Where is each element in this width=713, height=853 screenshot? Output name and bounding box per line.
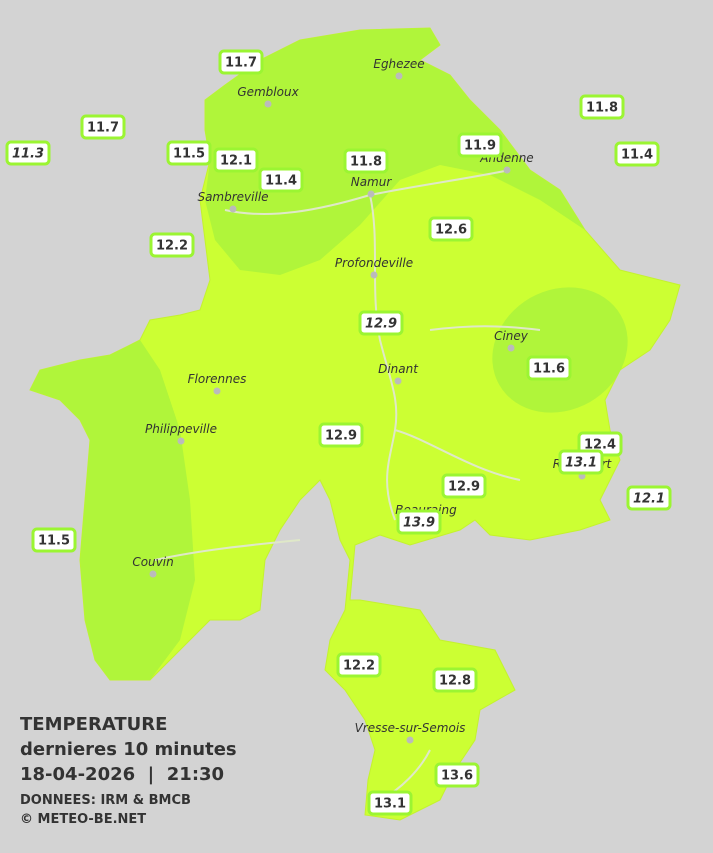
station-box [367, 790, 413, 816]
station-box [432, 667, 478, 693]
station-box [457, 132, 503, 158]
city-dot [406, 736, 414, 744]
city-name: Namur [351, 175, 393, 189]
station-box [626, 485, 672, 511]
station-temp: 12.1 [220, 154, 252, 169]
station-temp: 11.6 [533, 362, 565, 377]
station-temp: 12.2 [343, 659, 375, 674]
city-dot [394, 377, 402, 385]
legend-subtitle: dernieres 10 minutes [20, 739, 237, 760]
city-dot [229, 205, 237, 213]
station-temp: 12.4 [584, 438, 616, 453]
station-box [343, 148, 389, 174]
city-dot [149, 570, 157, 578]
city-name: Dinant [378, 362, 419, 376]
station-temp: 11.4 [621, 148, 653, 163]
station-box [318, 422, 364, 448]
station-box [336, 652, 382, 678]
station-box [31, 527, 77, 553]
station-temp: 11.5 [173, 147, 205, 162]
station-temp: 12.2 [156, 239, 188, 254]
station-temp: 12.8 [439, 674, 471, 689]
station-temp: 12.1 [633, 492, 665, 507]
station-box [441, 473, 487, 499]
zone-north [205, 28, 585, 275]
station-temp: 11.3 [12, 147, 44, 162]
station-box [428, 216, 474, 242]
station-temp: 12.9 [325, 429, 357, 444]
station-temp: 13.6 [441, 769, 473, 784]
station-temp: 13.1 [565, 456, 597, 471]
station-temp: 12.6 [435, 223, 467, 238]
station-temp: 11.8 [350, 155, 382, 170]
station-temp: 11.9 [464, 139, 496, 154]
city-name: Ciney [494, 329, 529, 343]
city-dot [503, 166, 511, 174]
station-box [5, 140, 51, 166]
city-dot [367, 190, 375, 198]
station-box [614, 141, 660, 167]
zone-west [30, 340, 195, 680]
city-dot [370, 271, 378, 279]
city-name: Eghezee [373, 57, 424, 71]
station-box [396, 509, 442, 535]
station-temp: 11.5 [38, 534, 70, 549]
city-name: Couvin [132, 555, 173, 569]
station-temp: 11.7 [225, 56, 257, 71]
legend-source: DONNEES: IRM & BMCB [20, 793, 191, 808]
city-name: Profondeville [335, 256, 413, 270]
legend-datetime: 18-04-2026 | 21:30 [20, 764, 224, 785]
station-box [526, 355, 572, 381]
station-box [558, 449, 604, 475]
station-temp: 13.9 [403, 516, 435, 531]
city-name: Vresse-sur-Semois [355, 721, 466, 735]
city-dot [177, 437, 185, 445]
station-temp: 12.9 [448, 480, 480, 495]
station-box [218, 49, 264, 75]
station-box [579, 94, 625, 120]
legend-copyright: © METEO-BE.NET [20, 812, 146, 827]
city-name: Gembloux [237, 85, 299, 99]
station-box [166, 140, 212, 166]
station-temp: 12.9 [365, 317, 397, 332]
station-temp: 11.7 [87, 121, 119, 136]
city-name: Sambreville [197, 190, 268, 204]
station-box [434, 762, 480, 788]
city-name: Philippeville [145, 422, 217, 436]
zone-ciney [492, 287, 628, 413]
city-dot [213, 387, 221, 395]
city-dot [264, 100, 272, 108]
station-temp: 11.8 [586, 101, 618, 116]
city-dot [395, 72, 403, 80]
station-box [358, 310, 404, 336]
station-box [258, 167, 304, 193]
station-temp: 11.4 [265, 174, 297, 189]
city-name: Florennes [188, 372, 247, 386]
station-box [149, 232, 195, 258]
station-box [213, 147, 259, 173]
station-temp: 13.1 [374, 797, 406, 812]
city-dot [507, 344, 515, 352]
station-box [80, 114, 126, 140]
legend-title: TEMPERATURE [20, 714, 167, 735]
